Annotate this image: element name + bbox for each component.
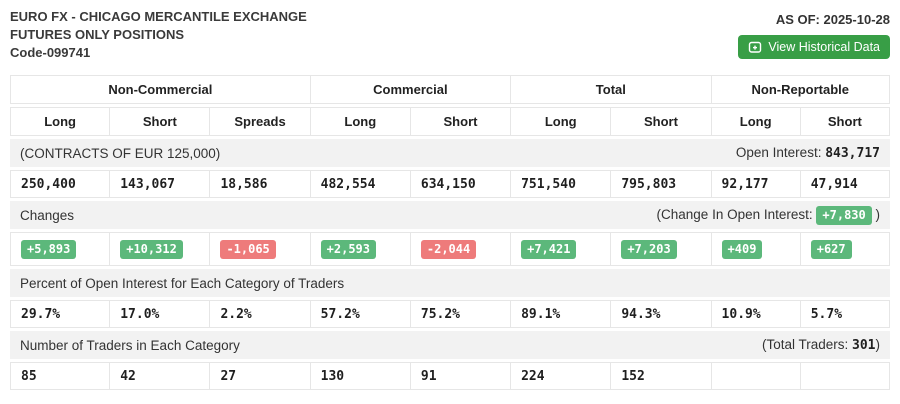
- view-historical-data-button[interactable]: View Historical Data: [738, 35, 890, 59]
- position-cell: 250,400: [10, 170, 111, 198]
- change-oi-badge: +7,830: [816, 205, 872, 225]
- column-header-row: Long Short Spreads Long Short Long Short…: [10, 107, 890, 136]
- changes-label: Changes: [10, 201, 512, 229]
- percent-cell: 5.7%: [800, 300, 890, 328]
- report-title-line2: FUTURES ONLY POSITIONS: [10, 27, 185, 42]
- col-header: Short: [410, 107, 512, 136]
- contracts-label: (CONTRACTS OF EUR 125,000): [10, 139, 512, 167]
- percent-cell: 75.2%: [410, 300, 512, 328]
- percents-row: 29.7% 17.0% 2.2% 57.2% 75.2% 89.1% 94.3%…: [10, 300, 890, 328]
- report-header: EURO FX - CHICAGO MERCANTILE EXCHANGE FU…: [10, 8, 890, 62]
- as-of-date: AS OF: 2025-10-28: [775, 12, 890, 27]
- view-historical-data-label: View Historical Data: [768, 40, 880, 54]
- percent-cell: 57.2%: [310, 300, 411, 328]
- group-header-row: Non-Commercial Commercial Total Non-Repo…: [10, 75, 890, 104]
- report-title-block: EURO FX - CHICAGO MERCANTILE EXCHANGE FU…: [10, 8, 307, 62]
- window-plus-icon: [748, 40, 762, 54]
- change-cell: +409: [711, 232, 801, 266]
- percent-cell: 29.7%: [10, 300, 111, 328]
- percent-label-row: Percent of Open Interest for Each Catego…: [10, 269, 890, 297]
- position-cell: 143,067: [110, 170, 211, 198]
- traders-cell: 130: [310, 362, 411, 390]
- col-header: Short: [611, 107, 712, 136]
- traders-cell: 85: [10, 362, 111, 390]
- percent-cell: 94.3%: [611, 300, 712, 328]
- report-code: Code-099741: [10, 45, 91, 60]
- total-traders-value: 301: [852, 338, 876, 353]
- group-non-commercial: Non-Commercial: [10, 75, 311, 104]
- position-cell: 92,177: [711, 170, 801, 198]
- col-header: Long: [310, 107, 411, 136]
- col-header: Short: [800, 107, 890, 136]
- contracts-label-row: (CONTRACTS OF EUR 125,000) Open Interest…: [10, 139, 890, 167]
- col-header: Long: [10, 107, 111, 136]
- percent-label-right: [511, 269, 890, 297]
- traders-cell: [800, 362, 890, 390]
- cot-table: Non-Commercial Commercial Total Non-Repo…: [10, 72, 890, 393]
- report-title-line1: EURO FX - CHICAGO MERCANTILE EXCHANGE: [10, 9, 307, 24]
- col-header: Long: [711, 107, 801, 136]
- change-cell: -2,044: [410, 232, 512, 266]
- traders-cell: [711, 362, 801, 390]
- change-cell: +5,893: [10, 232, 111, 266]
- traders-cell: 27: [210, 362, 311, 390]
- changes-row: +5,893 +10,312 -1,065 +2,593 -2,044 +7,4…: [10, 232, 890, 266]
- group-commercial: Commercial: [310, 75, 512, 104]
- change-cell: +10,312: [110, 232, 211, 266]
- percent-cell: 89.1%: [511, 300, 612, 328]
- traders-label-row: Number of Traders in Each Category (Tota…: [10, 331, 890, 359]
- percent-cell: 17.0%: [110, 300, 211, 328]
- change-cell: +627: [800, 232, 890, 266]
- positions-row: 250,400 143,067 18,586 482,554 634,150 7…: [10, 170, 890, 198]
- traders-cell: 224: [511, 362, 612, 390]
- change-cell: -1,065: [210, 232, 311, 266]
- change-cell: +7,203: [611, 232, 712, 266]
- position-cell: 18,586: [210, 170, 311, 198]
- change-cell: +2,593: [310, 232, 411, 266]
- position-cell: 795,803: [611, 170, 712, 198]
- position-cell: 482,554: [310, 170, 411, 198]
- col-header: Long: [511, 107, 612, 136]
- percent-label: Percent of Open Interest for Each Catego…: [10, 269, 512, 297]
- group-non-reportable: Non-Reportable: [711, 75, 890, 104]
- report-header-right: AS OF: 2025-10-28 View Historical Data: [738, 8, 890, 59]
- open-interest: Open Interest: 843,717: [511, 139, 890, 167]
- percent-cell: 10.9%: [711, 300, 801, 328]
- traders-cell: 91: [410, 362, 512, 390]
- traders-cell: 42: [110, 362, 211, 390]
- traders-label: Number of Traders in Each Category: [10, 331, 512, 359]
- col-header: Short: [110, 107, 211, 136]
- position-cell: 751,540: [511, 170, 612, 198]
- changes-label-row: Changes (Change In Open Interest: +7,830…: [10, 201, 890, 229]
- total-traders: (Total Traders: 301): [511, 331, 890, 359]
- traders-cell: 152: [611, 362, 712, 390]
- open-interest-value: 843,717: [825, 146, 880, 161]
- position-cell: 634,150: [410, 170, 512, 198]
- position-cell: 47,914: [800, 170, 890, 198]
- col-header: Spreads: [210, 107, 311, 136]
- cot-report-page: EURO FX - CHICAGO MERCANTILE EXCHANGE FU…: [10, 8, 890, 393]
- group-total: Total: [511, 75, 712, 104]
- change-in-open-interest: (Change In Open Interest: +7,830 ): [511, 201, 890, 229]
- traders-row: 85 42 27 130 91 224 152: [10, 362, 890, 390]
- change-cell: +7,421: [511, 232, 612, 266]
- percent-cell: 2.2%: [210, 300, 311, 328]
